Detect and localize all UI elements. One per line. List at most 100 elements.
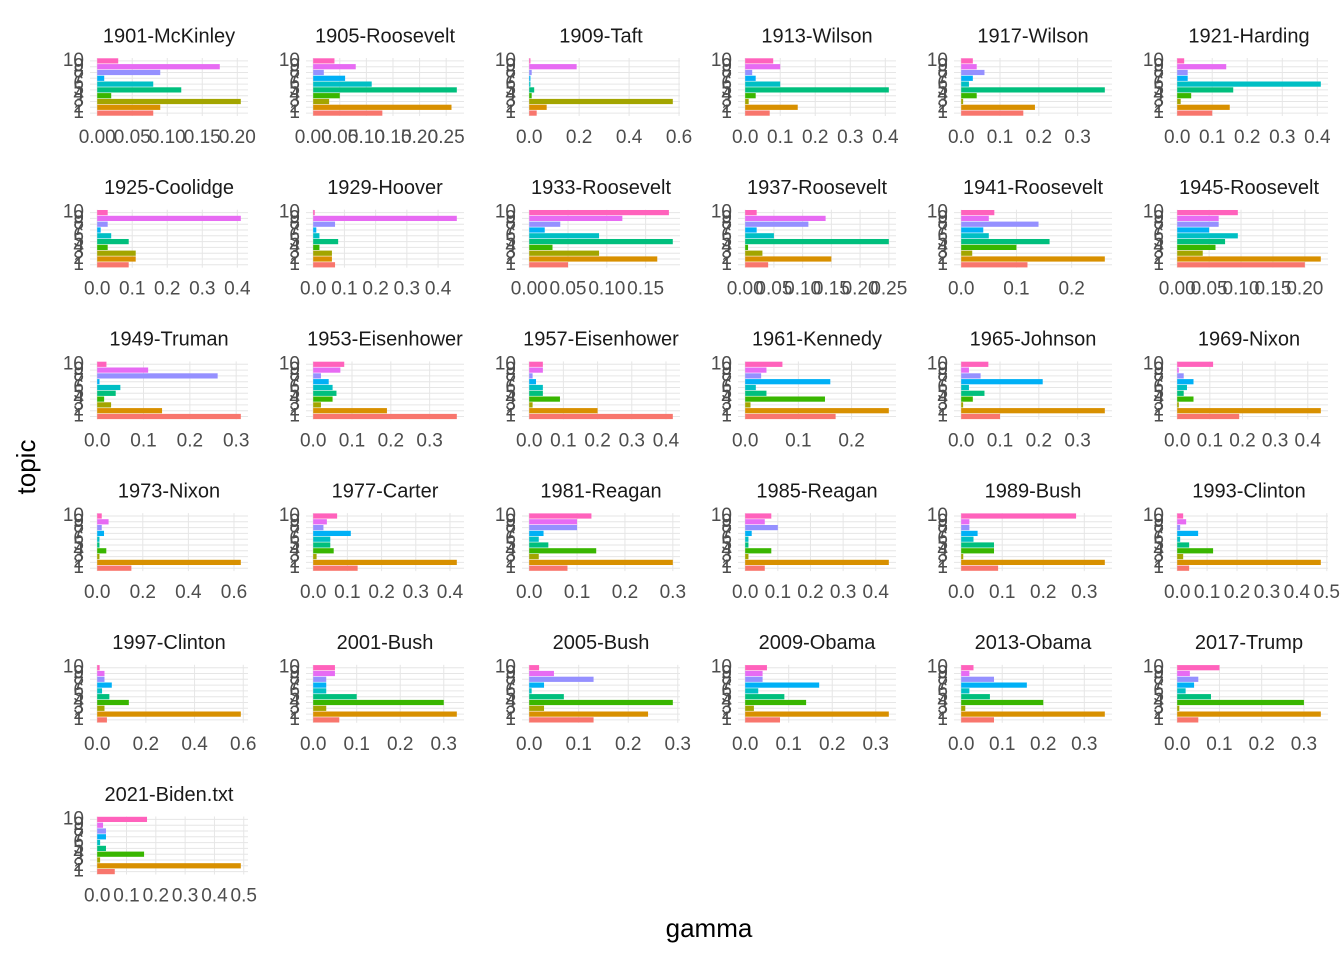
bar [1177, 110, 1213, 116]
bar [313, 699, 444, 706]
bar [745, 705, 754, 711]
y-tick-label: 6 [505, 225, 516, 246]
y-tick-label: 7 [721, 67, 732, 88]
x-tick-label: 0.2 [130, 582, 156, 603]
x-tick-label: 0.1 [1194, 582, 1220, 603]
y-tick-label: 8 [721, 213, 732, 234]
y-tick-label: 6 [721, 225, 732, 246]
x-tick-label: 0.0 [300, 734, 326, 755]
x-tick-label: 0.3 [1269, 127, 1295, 148]
x-tick-label: 0.4 [863, 582, 890, 603]
x-tick-label: 0.10 [588, 279, 625, 300]
bar [961, 110, 1024, 116]
y-tick-label: 7 [505, 674, 516, 695]
bar [529, 227, 545, 233]
y-tick-label: 3 [1153, 546, 1164, 567]
bar [313, 256, 332, 262]
bar [961, 58, 973, 64]
bar [1177, 553, 1184, 560]
y-tick-label: 7 [289, 522, 300, 543]
bar [529, 559, 673, 566]
bar [745, 396, 825, 402]
bar [745, 519, 765, 525]
bar [961, 87, 1105, 93]
y-tick-label: 2 [721, 96, 732, 117]
y-tick-label: 10 [1143, 353, 1164, 374]
facet-title: 1973-Nixon [118, 480, 220, 502]
facet-title: 1957-Eisenhower [523, 329, 679, 351]
x-tick-label: 0.1 [334, 582, 360, 603]
bar [313, 519, 327, 525]
bar [961, 413, 1001, 420]
y-tick-label: 10 [495, 353, 516, 374]
x-tick-label: 0.2 [154, 279, 180, 300]
bar [1177, 233, 1238, 239]
y-tick-label: 2 [721, 703, 732, 724]
x-tick-label: 0.10 [348, 127, 385, 148]
y-tick-label: 6 [73, 377, 84, 398]
bar [1177, 717, 1199, 723]
facet-title: 2017-Trump [1195, 632, 1303, 654]
bar [313, 221, 336, 227]
bar [1177, 81, 1321, 87]
y-tick-label: 3 [73, 394, 84, 415]
bar [1177, 513, 1184, 519]
x-tick-label: 0.1 [989, 734, 1015, 755]
bar [313, 58, 335, 64]
y-tick-label: 5 [1153, 79, 1164, 100]
x-tick-label: 0.3 [403, 582, 429, 603]
y-tick-label: 8 [289, 365, 300, 386]
bar [97, 530, 105, 537]
bar [529, 513, 592, 519]
x-tick-label: 0.3 [172, 886, 198, 907]
bar [1177, 361, 1214, 367]
bar [529, 408, 598, 414]
bar [961, 98, 964, 105]
y-tick-label: 5 [73, 382, 84, 403]
y-tick-label: 9 [937, 56, 948, 77]
bar [97, 565, 132, 571]
bar [97, 262, 129, 268]
x-tick-label: 0.2 [387, 734, 413, 755]
bar [313, 87, 457, 93]
bar [1177, 402, 1179, 408]
y-tick-label: 3 [289, 546, 300, 567]
bar [961, 519, 970, 525]
y-tick-label: 6 [937, 528, 948, 549]
bar [961, 373, 981, 379]
facet-title: 1945-Roosevelt [1179, 177, 1320, 199]
y-tick-label: 1 [73, 557, 84, 578]
bar [961, 215, 989, 222]
y-tick-label: 3 [1153, 242, 1164, 263]
y-tick-label: 7 [937, 674, 948, 695]
x-tick-label: 0.1 [566, 734, 592, 755]
bar [745, 367, 767, 373]
x-tick-label: 0.2 [615, 734, 641, 755]
y-tick-label: 9 [505, 663, 516, 684]
y-tick-label: 4 [937, 692, 948, 713]
x-tick-label: 0.1 [775, 734, 801, 755]
bar [97, 93, 112, 99]
x-tick-label: 0.4 [181, 734, 208, 755]
x-tick-label: 0.15 [627, 279, 664, 300]
bar [529, 548, 597, 554]
bar [313, 408, 387, 414]
y-tick-label: 8 [937, 668, 948, 689]
x-tick-label: 0.0 [300, 582, 326, 603]
y-tick-label: 1 [289, 406, 300, 427]
x-tick-label: 0.05 [114, 127, 151, 148]
facet-title: 2021-Biden.txt [105, 784, 234, 806]
bar [745, 565, 765, 571]
y-tick-label: 3 [721, 697, 732, 718]
y-tick-label: 4 [937, 85, 948, 106]
y-tick-label: 3 [505, 91, 516, 112]
bar [529, 256, 658, 262]
bar [97, 367, 149, 373]
y-tick-label: 3 [1153, 91, 1164, 112]
bar [313, 75, 346, 81]
bar [97, 851, 145, 857]
bar [529, 250, 600, 256]
y-tick-label: 3 [937, 697, 948, 718]
y-tick-label: 1 [937, 406, 948, 427]
y-tick-label: 8 [73, 517, 84, 538]
